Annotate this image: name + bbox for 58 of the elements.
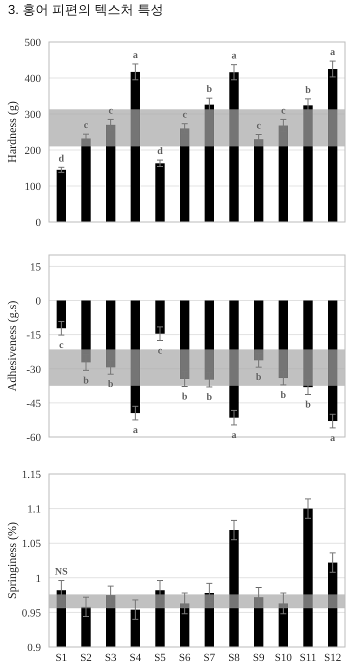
x-tick-label: S10: [274, 652, 292, 664]
y-tick-label: 0: [36, 296, 42, 308]
y-tick-label: 300: [24, 109, 42, 121]
y-tick-label: 0.95: [22, 607, 42, 620]
annotation: b: [305, 399, 312, 410]
x-tick-label: S8: [228, 652, 240, 664]
annotation: b: [206, 392, 213, 403]
annotation: b: [256, 372, 262, 384]
y-axis-title: Hardness (g): [5, 101, 19, 163]
annotation: d: [157, 146, 164, 158]
y-tick-label: 0.9: [27, 642, 42, 654]
y-tick-label: 1.1: [27, 504, 41, 516]
y-tick-label: -30: [26, 364, 42, 376]
annotation: b: [206, 84, 213, 96]
x-tick-label: S5: [154, 652, 166, 664]
annotation: b: [182, 391, 188, 402]
y-tick-label: 500: [24, 37, 42, 49]
x-tick-label: S4: [130, 652, 142, 664]
x-tick-label: S9: [252, 652, 265, 664]
y-tick-label: 200: [24, 145, 42, 157]
y-tick-label: 1.05: [22, 538, 42, 550]
annotation: c: [182, 110, 188, 121]
y-axis-title: Adhesiveness (g.s): [5, 300, 19, 392]
y-tick-label: 100: [24, 181, 42, 193]
y-tick-label: -15: [26, 330, 42, 342]
chart-title: 3. 홍어 피편의 텍스처 특성: [8, 2, 164, 17]
annotation: c: [256, 120, 262, 132]
y-tick-label: 0: [36, 217, 42, 229]
x-tick-label: S7: [204, 652, 216, 664]
y-tick-label: 1.15: [22, 469, 42, 481]
annotation: c: [158, 346, 163, 357]
x-tick-label: S12: [324, 652, 342, 664]
annotation: a: [330, 432, 336, 444]
annotation: a: [132, 424, 138, 436]
y-tick-label: 1: [36, 572, 41, 585]
annotation: c: [59, 340, 64, 352]
annotation: c: [84, 120, 89, 132]
annotation: a: [330, 47, 336, 58]
annotation: a: [232, 430, 236, 441]
x-tick-label: S6: [178, 652, 191, 664]
bar: [155, 163, 165, 222]
y-axis-title: Springiness (%): [5, 522, 19, 599]
x-tick-label: S1: [56, 652, 68, 664]
y-tick-label: -60: [26, 432, 42, 444]
x-tick-label: S11: [300, 652, 316, 664]
annotation: a: [232, 50, 236, 62]
y-tick-label: -45: [26, 398, 42, 410]
annotation: b: [305, 84, 312, 96]
y-tick-label: 15: [30, 261, 42, 274]
bar: [56, 170, 66, 222]
annotation: d: [58, 153, 65, 164]
x-tick-label: S3: [104, 652, 117, 664]
annotation: b: [83, 375, 90, 386]
annotation: a: [132, 50, 138, 61]
annotation: NS: [54, 566, 68, 578]
x-tick-label: S2: [80, 652, 92, 664]
y-tick-label: 400: [24, 73, 42, 85]
annotation: b: [280, 390, 287, 401]
